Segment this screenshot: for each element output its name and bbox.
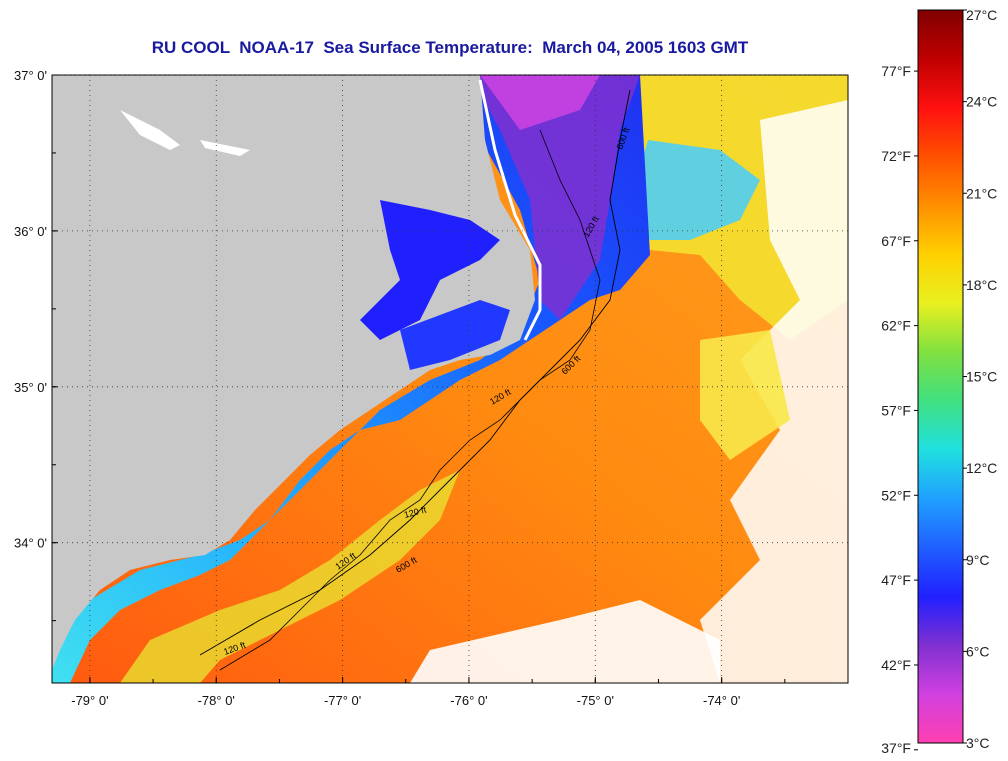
fahrenheit-tick-label: 47°F (881, 572, 911, 588)
pamlico-sound-south (400, 300, 510, 370)
lake-white (120, 110, 180, 150)
southern-cloud (410, 600, 720, 683)
lon-tick-label: -77° 0' (324, 693, 361, 708)
albemarle-pamlico-sound (360, 200, 500, 340)
fahrenheit-tick-label: 57°F (881, 402, 911, 418)
map-layers: 120 ft 600 ft 120 ft 600 ft 120 ft 600 f… (52, 75, 848, 683)
map-title: RU COOL NOAA-17 Sea Surface Temperature:… (151, 38, 749, 57)
lat-tick-label: 36° 0' (14, 224, 47, 239)
lat-tick-label: 35° 0' (14, 380, 47, 395)
fahrenheit-tick-label: 52°F (881, 487, 911, 503)
lat-tick-label: 37° 0' (14, 68, 47, 83)
colorbar (917, 9, 964, 744)
river-white (200, 140, 250, 156)
lon-tick-label: -78° 0' (198, 693, 235, 708)
cool-eddy (630, 140, 760, 240)
fahrenheit-tick-label: 77°F (881, 63, 911, 79)
fahrenheit-tick-label: 37°F (881, 740, 911, 756)
lon-tick-label: -79° 0' (71, 693, 108, 708)
colorbar-labels: 27°C 24°C 21°C 18°C 15°C 12°C 9°C 6°C 3°C 77°F 72°… (881, 7, 997, 756)
lat-tick-label: 34° 0' (14, 536, 47, 551)
celsius-tick-label: 9°C (966, 552, 990, 568)
fahrenheit-tick-label: 72°F (881, 148, 911, 164)
lon-tick-label: -75° 0' (577, 693, 614, 708)
celsius-tick-label: 24°C (966, 94, 997, 110)
cold-purple-water (470, 75, 640, 320)
celsius-tick-label: 27°C (966, 7, 997, 23)
outer-banks (478, 79, 542, 341)
fahrenheit-tick-label: 62°F (881, 318, 911, 334)
lon-tick-label: -74° 0' (703, 693, 740, 708)
celsius-tick-label: 3°C (966, 735, 990, 751)
celsius-tick-label: 18°C (966, 277, 997, 293)
celsius-tick-label: 15°C (966, 369, 997, 385)
celsius-tick-label: 21°C (966, 185, 997, 201)
axis-layer: -79° 0' -78° 0' -77° 0' -76° 0' -75° 0' -74° … (14, 68, 786, 708)
lon-tick-label: -76° 0' (450, 693, 487, 708)
celsius-tick-label: 12°C (966, 460, 997, 476)
coldest-water (480, 75, 600, 130)
map-frame (51, 74, 849, 684)
isobath-120ft (219, 129, 601, 671)
yellow-patch (700, 330, 790, 460)
fahrenheit-tick-label: 67°F (881, 233, 911, 249)
nearshore-warm-band (120, 470, 460, 683)
celsius-tick-label: 6°C (966, 643, 990, 659)
fahrenheit-tick-label: 42°F (881, 657, 911, 673)
